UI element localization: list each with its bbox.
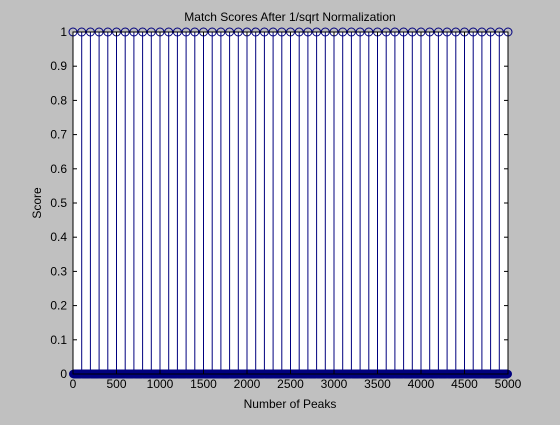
x-tick-label: 5000 [495,377,522,391]
x-tick-label: 3500 [364,377,391,391]
x-tick-label: 500 [106,377,126,391]
y-tick-label: 0 [60,367,67,381]
x-tick-label: 3000 [321,377,348,391]
y-tick-label: 0.4 [50,230,67,244]
y-tick-label: 0.7 [50,128,67,142]
x-tick-label: 4500 [451,377,478,391]
y-tick-label: 0.9 [50,59,67,73]
x-tick-label: 1000 [147,377,174,391]
x-tick-label: 1500 [190,377,217,391]
y-tick-label: 0.1 [50,333,67,347]
y-tick-label: 0.5 [50,196,67,210]
y-axis-label: Score [30,187,44,219]
x-tick-label: 0 [70,377,77,391]
x-axis-label: Number of Peaks [244,397,337,411]
y-tick-label: 0.2 [50,299,67,313]
y-tick-label: 0.8 [50,93,67,107]
y-tick-label: 0.3 [50,264,67,278]
x-tick-label: 2500 [277,377,304,391]
y-ticks-group: 0 0.1 0.2 0.3 0.4 0.5 0.6 0.7 0.8 0.9 1 [50,25,508,381]
y-tick-label: 1 [60,25,67,39]
x-tick-label: 4000 [408,377,435,391]
y-tick-label: 0.6 [50,162,67,176]
chart-title: Match Scores After 1/sqrt Normalization [184,10,395,24]
x-tick-label: 2000 [234,377,261,391]
x-ticks-group: 0 500 1000 1500 2000 2500 3000 3500 4000 4500 5000 [70,32,522,391]
